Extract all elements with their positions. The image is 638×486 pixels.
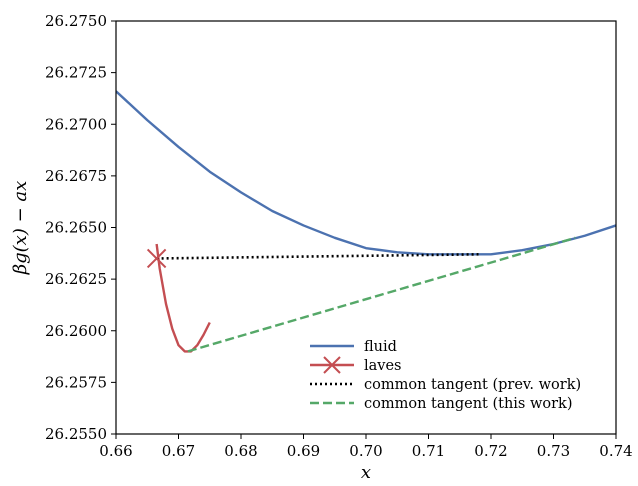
x-tick-label: 0.73 [537,442,570,460]
y-tick-label: 26.2625 [45,270,107,288]
y-tick-label: 26.2600 [45,322,107,340]
x-tick-label: 0.72 [474,442,507,460]
y-tick-label: 26.2550 [45,425,107,443]
x-tick-label: 0.74 [599,442,632,460]
y-axis: 26.2550 26.2575 26.2600 26.2625 26.2650 26.26… [45,12,116,443]
legend: fluid laves common tangent (prev. work) com… [310,339,581,412]
x-tick-label: 0.69 [287,442,320,460]
y-tick-label: 26.2725 [45,64,107,82]
x-tick-label: 0.71 [412,442,445,460]
x-tick-label: 0.70 [349,442,382,460]
series-line-common-tangent-prev-work [156,253,479,260]
series-line-laves [155,243,211,353]
legend-label: fluid [364,339,397,355]
legend-item-common-tangent-this-work: common tangent (this work) [310,396,573,412]
legend-item-common-tangent-prev-work: common tangent (prev. work) [310,377,581,393]
laves-marker [146,248,167,269]
x-tick-label: 0.68 [224,442,257,460]
series-line-fluid [116,90,616,256]
legend-item-fluid: fluid [310,339,397,355]
legend-label: common tangent (this work) [364,396,573,412]
legend-label: common tangent (prev. work) [364,377,581,393]
y-tick-label: 26.2575 [45,373,107,391]
y-tick-label: 26.2650 [45,219,107,237]
y-tick-label: 26.2700 [45,115,107,133]
x-axis: 0.66 0.67 0.68 0.69 0.70 0.71 0.72 0.73 0.74 [99,434,633,460]
legend-marker [323,356,341,374]
y-tick-label: 26.2675 [45,167,107,185]
y-axis-label: βg(x) − ax [10,181,31,276]
plot-lines [116,90,616,353]
x-tick-label: 0.67 [162,442,195,460]
legend-item-laves: laves [310,356,402,374]
x-tick-label: 0.66 [99,442,132,460]
legend-label: laves [364,358,402,374]
series-line-common-tangent-this-work [187,236,576,353]
x-axis-label: x [361,462,371,483]
y-tick-label: 26.2750 [45,12,107,30]
